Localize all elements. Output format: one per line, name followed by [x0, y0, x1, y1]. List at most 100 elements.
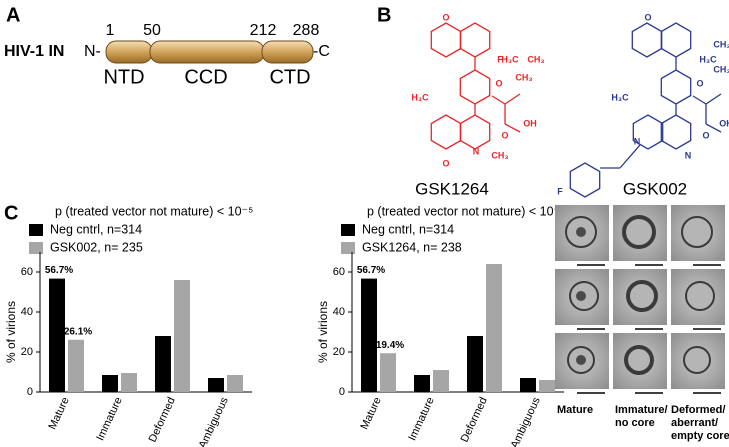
domain-bar	[149, 40, 265, 64]
atom-label: O	[644, 12, 651, 22]
core	[576, 291, 586, 301]
x-tick-label: Mature	[47, 395, 72, 431]
residue-number: 1	[106, 22, 115, 39]
atom-label: O	[442, 158, 449, 168]
compound-name: GSK1264	[415, 179, 489, 198]
bond	[619, 144, 641, 169]
x-tick-label: Immature	[406, 395, 437, 442]
bar	[414, 375, 430, 392]
legend-swatch	[29, 242, 43, 254]
atom-label: F	[497, 54, 503, 64]
legend-label: GSK002, n= 235	[50, 240, 143, 254]
ring	[660, 22, 692, 58]
micrographs: Mature Immature/no core Deformed/aberrant/…	[555, 205, 729, 442]
atom-label: CH₃	[515, 72, 532, 82]
y-tick-label: 60	[21, 266, 33, 278]
micrograph-label: empty core	[671, 430, 729, 442]
atom-label: CH₃	[527, 54, 544, 64]
bar	[539, 380, 555, 392]
legend-swatch	[341, 224, 355, 236]
bar	[174, 280, 190, 392]
ring	[430, 114, 462, 150]
micrograph-label: Deformed/	[671, 404, 725, 416]
virion	[685, 281, 715, 311]
domain-name: CTD	[269, 66, 310, 88]
domain-name: CCD	[184, 66, 227, 88]
y-tick-label: 20	[21, 346, 33, 358]
bar	[520, 378, 536, 392]
x-tick-label: Ambiguous	[197, 395, 231, 447]
ring	[660, 114, 692, 150]
bond	[705, 123, 722, 133]
atom-label: OH	[719, 118, 729, 128]
atom-label: CH₃	[491, 150, 508, 160]
ring	[660, 69, 692, 105]
atom-label: O	[696, 78, 703, 88]
atom-label: F	[557, 186, 563, 196]
atom-label: N	[634, 136, 641, 146]
x-tick-label: Immature	[94, 395, 125, 442]
atom-label: O	[442, 12, 449, 22]
bar	[361, 278, 377, 392]
virion	[622, 215, 656, 249]
chart-title: p (treated vector not mature) < 10⁻⁵	[55, 204, 253, 218]
atom-label: H₃C	[611, 92, 629, 102]
core	[576, 227, 586, 237]
bar	[68, 339, 84, 392]
chart-title: p (treated vector not mature) < 10⁻⁵	[367, 204, 565, 218]
atom-label: H₃C	[411, 92, 429, 102]
x-tick-label: Deformed	[147, 395, 178, 444]
atom-label: OH	[523, 118, 537, 128]
micrograph-label: Immature/	[615, 404, 668, 416]
value-label: 26.1%	[64, 326, 92, 337]
y-tick-label: 40	[21, 306, 33, 318]
x-tick-label: Ambiguous	[509, 395, 543, 447]
bar	[380, 353, 396, 392]
bar	[227, 375, 243, 392]
micrograph-label: aberrant/	[671, 417, 718, 429]
bar	[433, 370, 449, 392]
value-label: 56.7%	[357, 265, 385, 276]
panel-label: C	[4, 202, 18, 224]
ring	[459, 22, 491, 58]
x-tick-label: Mature	[359, 395, 384, 431]
charts: p (treated vector not mature) < 10⁻⁵ Neg …	[4, 204, 565, 447]
legend-label: Neg cntrl, n=314	[362, 222, 454, 236]
atom-label: N	[473, 146, 480, 156]
bond	[692, 95, 707, 105]
y-tick-label: 0	[339, 386, 345, 398]
atom-label: H₃C	[699, 54, 717, 64]
legend-label: GSK1264, n= 238	[362, 240, 462, 254]
micrograph-label: no core	[615, 417, 655, 429]
micrograph-label: Mature	[557, 404, 593, 416]
core	[576, 355, 586, 365]
bar	[155, 336, 171, 392]
bar	[49, 278, 65, 392]
y-tick-label: 40	[333, 306, 345, 318]
bar	[208, 378, 224, 392]
bar	[467, 336, 483, 392]
terminus: -C	[313, 43, 330, 60]
virion	[624, 345, 654, 375]
y-axis-label: % of virions	[316, 301, 330, 363]
domain-bar	[105, 40, 153, 64]
ring	[569, 162, 601, 198]
ring	[631, 22, 663, 58]
domain-bar	[261, 40, 314, 64]
virion	[626, 280, 658, 312]
atom-label: H₃C	[501, 54, 519, 64]
bond	[504, 123, 521, 133]
ring	[459, 69, 491, 105]
bond	[491, 95, 506, 105]
protein-name: HIV-1 IN	[4, 43, 64, 60]
structures: OFH₃COH₃CCH₃CH₃OOHNCH₃OOH₃COH₃CCH₃CH₃OOH…	[411, 12, 729, 222]
atom-label: O	[495, 78, 502, 88]
residue-number: 288	[293, 22, 320, 39]
x-tick-label: Deformed	[459, 395, 490, 444]
y-tick-label: 0	[27, 386, 33, 398]
panel-label: A	[6, 4, 20, 26]
value-label: 19.4%	[376, 340, 404, 351]
atom-label: CH₃	[713, 39, 729, 49]
domain-name: NTD	[103, 66, 144, 88]
